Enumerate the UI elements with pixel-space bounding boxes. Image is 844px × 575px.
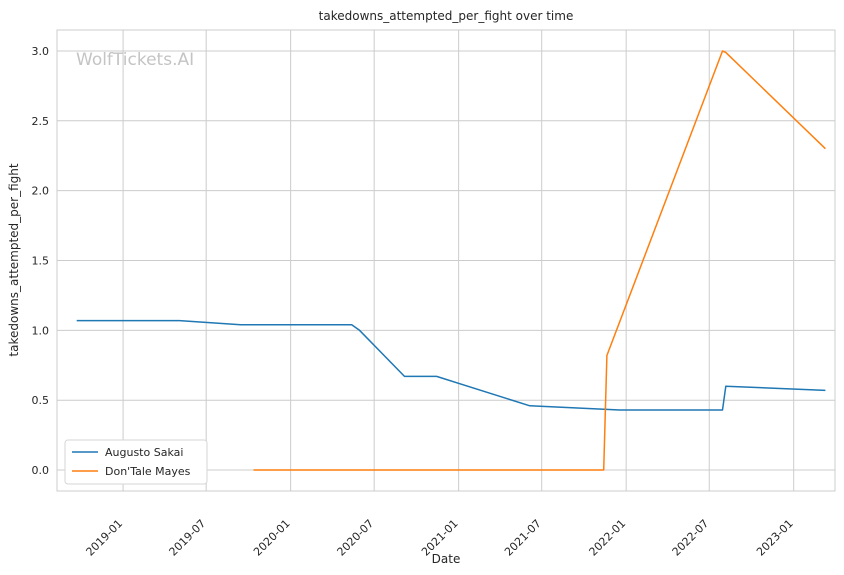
y-tick-label: 0.5 (32, 394, 50, 407)
x-tick-label: 2020-01 (251, 517, 293, 559)
y-tick-label: 2.5 (32, 115, 50, 128)
x-tick-label: 2020-07 (335, 517, 377, 559)
y-axis-label: takedowns_attempted_per_fight (7, 163, 21, 356)
series-line-0 (76, 319, 826, 411)
x-tick-label: 2019-01 (84, 517, 126, 559)
x-tick-label: 2022-07 (670, 517, 712, 559)
legend-box (64, 439, 208, 485)
series-layer (76, 50, 826, 471)
legend: Augusto Sakai Don'Tale Mayes (64, 439, 208, 485)
x-axis-label: Date (432, 552, 461, 566)
legend-label: Augusto Sakai (105, 446, 183, 459)
legend-label: Don'Tale Mayes (105, 465, 191, 478)
y-tick-label: 1.5 (32, 255, 50, 268)
x-tick-label: 2023-01 (754, 517, 796, 559)
x-tick-label: 2021-07 (502, 517, 544, 559)
x-tick-label: 2019-07 (167, 517, 209, 559)
y-axis: 0.0 0.5 1.0 1.5 2.0 2.5 3.0 (32, 45, 50, 477)
y-tick-label: 1.0 (32, 324, 50, 337)
y-tick-label: 3.0 (32, 45, 50, 58)
y-tick-label: 0.0 (32, 464, 50, 477)
series-line-1 (253, 50, 826, 471)
watermark: WolfTickets.AI (76, 50, 194, 70)
x-tick-label: 2022-01 (587, 517, 629, 559)
chart-title: takedowns_attempted_per_fight over time (319, 9, 574, 23)
y-tick-label: 2.0 (32, 185, 50, 198)
